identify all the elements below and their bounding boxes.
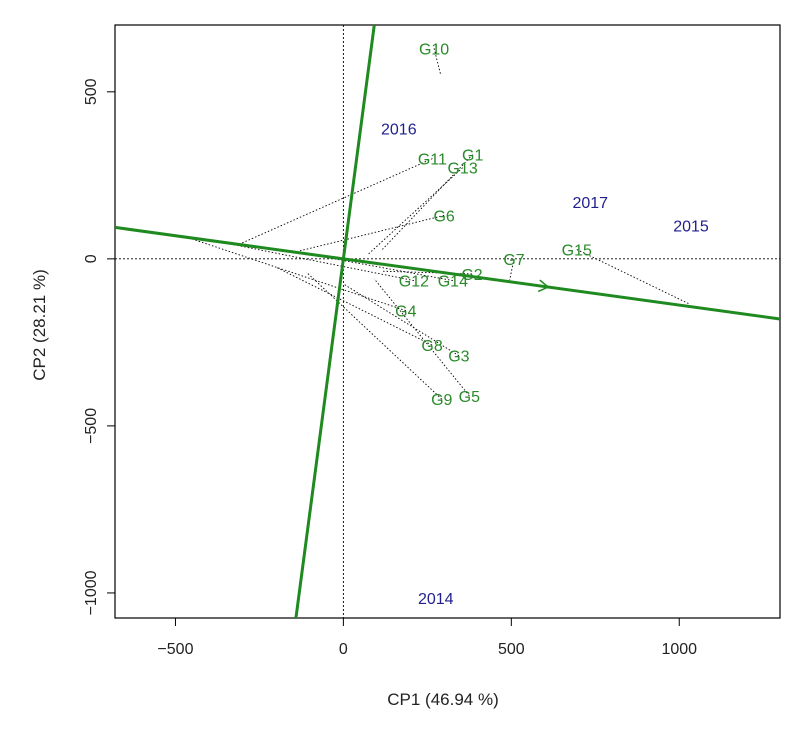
projection-g13 [367, 167, 463, 256]
genotype-g3: G3 [448, 349, 469, 366]
y-tick-label: 500 [83, 78, 100, 105]
y-tick-label: −500 [83, 408, 100, 444]
projection-g10 [433, 48, 442, 76]
genotype-g15: G15 [562, 243, 592, 260]
genotype-g13: G13 [447, 161, 477, 178]
genotype-g10: G10 [419, 41, 449, 58]
genotype-g7: G7 [503, 252, 524, 269]
genotype-g11: G11 [418, 152, 447, 169]
y-tick-label: −1000 [83, 570, 100, 615]
projection-g1 [380, 154, 474, 252]
genotype-g5: G5 [459, 389, 480, 406]
y-axis: −1000 −500 0 500 [83, 78, 115, 615]
genotype-g6: G6 [433, 208, 454, 225]
genotype-g2: G2 [461, 267, 482, 284]
projection-g8 [276, 266, 433, 346]
y-tick-label: 0 [83, 254, 100, 263]
average-environment-axis [115, 225, 780, 321]
projection-g6 [296, 214, 445, 252]
projection-g9 [306, 271, 443, 400]
y-axis-title: CP2 (28.21 %) [30, 269, 49, 381]
x-tick-label: 1000 [661, 641, 697, 658]
genotype-g4: G4 [395, 304, 416, 321]
projection-g7 [509, 258, 515, 281]
x-axis: −500 0 500 1000 [157, 618, 697, 658]
environment-2014: 2014 [418, 591, 454, 608]
environment-2015: 2015 [673, 218, 709, 235]
projection-g4 [191, 238, 406, 312]
environment-2017: 2017 [572, 195, 608, 212]
arrow-icon [537, 279, 550, 293]
x-tick-label: −500 [157, 641, 193, 658]
projection-g5 [373, 278, 470, 397]
x-tick-label: 0 [339, 641, 348, 658]
genotype-g14: G14 [438, 274, 468, 291]
x-axis-title: CP1 (46.94 %) [387, 690, 499, 709]
x-tick-label: 500 [498, 641, 525, 658]
plot-frame [114, 24, 781, 619]
orthogonal-axis [294, 25, 376, 618]
environment-2016: 2016 [381, 122, 417, 139]
genotype-g1: G1 [462, 148, 483, 165]
environment-labels: 2016 2017 2015 2014 [381, 122, 709, 608]
genotype-g12: G12 [399, 274, 429, 291]
projection-g11 [240, 158, 433, 244]
genotype-g9: G9 [431, 392, 452, 409]
genotype-g8: G8 [421, 338, 442, 355]
projection-g15 [576, 249, 690, 305]
projection-g14 [312, 254, 453, 282]
projection-g3 [343, 283, 460, 357]
